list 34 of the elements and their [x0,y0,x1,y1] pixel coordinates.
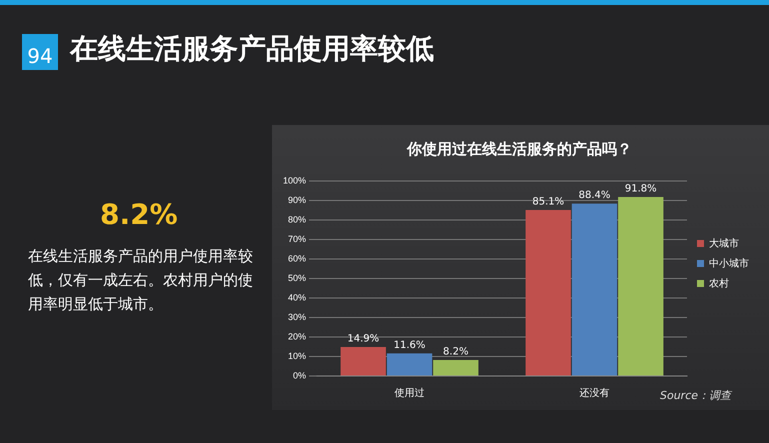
bar [386,353,432,376]
bar [433,360,478,376]
y-tick-label: 50% [288,272,306,283]
bar [618,196,664,376]
legend-label: 大城市 [709,237,739,250]
legend-label: 农村 [709,277,729,290]
chart-title: 在线生活服务产品使用率较低 [70,31,434,67]
data-label: 11.6% [394,340,426,351]
y-tick-label: 70% [288,234,306,244]
y-tick-label: 100% [282,175,306,186]
y-tick-label: 20% [288,331,306,342]
y-tick-label: 10% [288,350,306,361]
bar [526,210,571,376]
y-tick-label: 30% [288,312,306,322]
data-label: 91.8% [624,184,657,195]
y-tick-label: 60% [288,253,306,264]
x-tick-label: 还没有 [580,386,610,399]
data-label: 88.4% [578,190,610,202]
text: 在线生活服务产品的用户使用率较低，仅有一成左右。农村用户的使用率明显低于城市。 [28,246,254,315]
y-tick-label: 90% [288,194,306,205]
text: 8.2% [100,198,178,231]
data-label: 14.9% [347,334,380,345]
data-label: 8.2% [443,346,468,358]
text: 94 [22,34,58,70]
legend-label: 中小城市 [709,257,749,270]
y-tick-label: 80% [288,214,306,224]
y-tick-label: 40% [288,292,306,302]
chart-subtitle: 你使用过在线生活服务的产品吗？ [406,140,632,158]
bar [572,204,618,376]
y-tick-label: 0% [293,370,306,380]
x-tick-label: 使用过 [394,386,425,399]
source-note: Source：调查 [660,388,732,403]
bar [340,346,386,376]
data-label: 85.1% [532,196,564,208]
